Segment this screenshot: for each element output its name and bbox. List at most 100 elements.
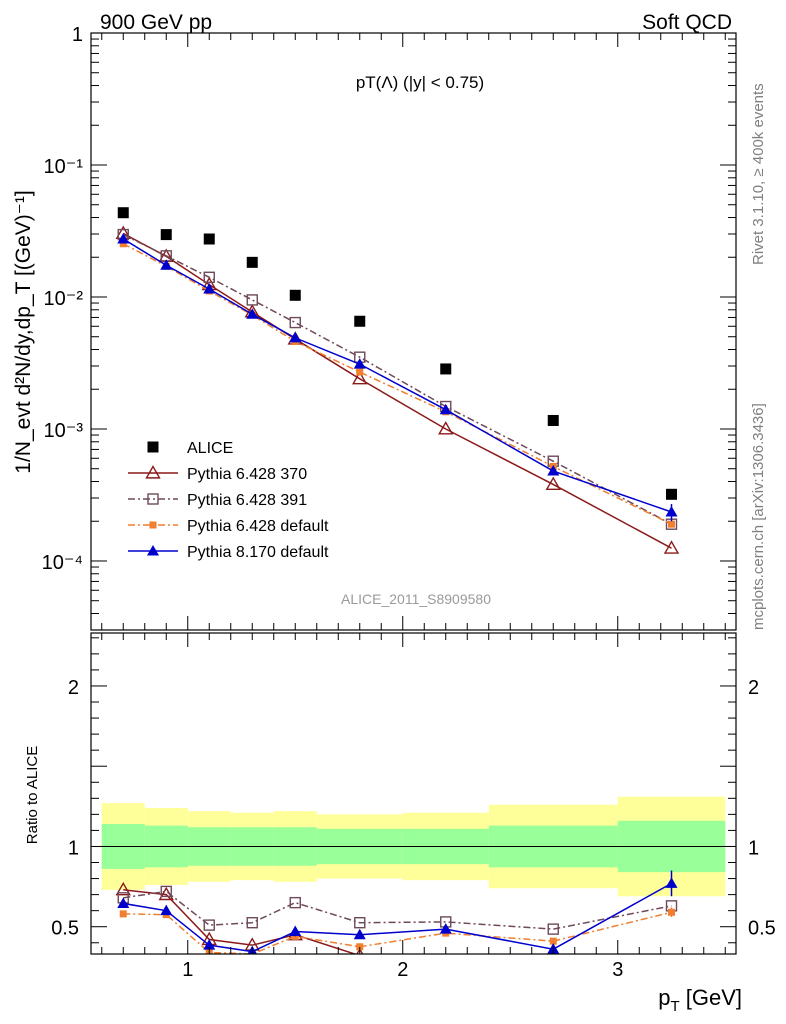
marker-triangle-open <box>438 421 454 435</box>
ratio-series-pythia-8-170-default <box>117 870 678 954</box>
marker-square <box>666 488 677 500</box>
marker-square <box>203 233 215 245</box>
marker-square <box>147 441 159 453</box>
marker-square <box>356 368 364 376</box>
marker-triangle <box>439 403 452 415</box>
legend-item-pythia-6-428-370: Pythia 6.428 370 <box>128 465 307 483</box>
marker-triangle-open <box>663 540 680 554</box>
legend-label: Pythia 8.170 default <box>187 544 329 561</box>
marker-square <box>354 315 366 327</box>
marker-square-open <box>203 271 215 283</box>
series-line <box>122 233 672 525</box>
marker-triangle <box>246 308 259 319</box>
marker-square <box>668 908 675 916</box>
y-tick-label: 10⁻² <box>44 288 84 310</box>
header-left: 900 GeV pp <box>100 11 212 34</box>
x-axis-label-unit: [GeV] <box>680 985 742 1010</box>
main-title: pT(Λ) (|y| < 0.75) <box>356 73 484 92</box>
main-y-axis-label: 1/N_evt d²N/dy,dp_T [(GeV)⁻¹] <box>12 190 35 473</box>
marker-square-open <box>289 896 301 909</box>
marker-triangle <box>160 904 173 916</box>
main-watermark: ALICE_2011_S8909580 <box>341 591 491 607</box>
ratio-series <box>115 870 678 954</box>
marker-square <box>547 414 559 426</box>
y-tick-label: 2 <box>748 677 759 699</box>
marker-triangle <box>547 465 560 476</box>
marker-triangle <box>353 358 366 369</box>
side-label-rivet: Rivet 3.1.10, ≥ 400k events <box>750 83 767 265</box>
ratio-axes: 0.5 0.5 1 1 2 2 1 2 3 <box>51 632 776 981</box>
side-label-mcplots: mcplots.cern.ch [arXiv:1306.3436] <box>750 403 767 630</box>
main-series <box>115 207 680 554</box>
marker-triangle <box>665 877 678 888</box>
y-tick-label: 0.5 <box>51 918 79 940</box>
legend-label: Pythia 6.428 default <box>187 518 329 535</box>
marker-triangle <box>289 925 302 937</box>
x-axis-label-sub: T <box>670 998 679 1015</box>
ratio-panel: 0.5 0.5 1 1 2 2 1 2 3 Ratio to ALICE pT [GeV] <box>24 632 776 1015</box>
marker-square <box>119 910 127 918</box>
marker-triangle <box>117 233 130 244</box>
marker-square-open <box>354 917 366 929</box>
y-tick-label: 1 <box>68 837 79 859</box>
legend-label: ALICE <box>187 440 233 457</box>
marker-triangle <box>439 923 452 934</box>
x-axis-label-part: p <box>658 985 670 1010</box>
plot-frame <box>90 632 737 955</box>
series-alice <box>117 207 677 500</box>
y-tick-label: 10⁻¹ <box>44 156 84 178</box>
marker-square-open <box>547 923 559 935</box>
legend: ALICE Pythia 6.428 370 Pythia 6.428 391 Pyt… <box>128 440 329 561</box>
x-axis-label-text: pT [GeV] <box>658 985 742 1015</box>
x-axis-label: pT [GeV] <box>658 985 742 1015</box>
ratio-series-pythia-6-428-370 <box>115 881 364 954</box>
marker-square <box>668 520 675 528</box>
marker-square-open <box>147 493 159 505</box>
marker-square <box>117 207 129 219</box>
marker-triangle <box>203 939 216 950</box>
legend-label: Pythia 6.428 370 <box>187 466 307 483</box>
plot-frame <box>90 32 737 631</box>
marker-triangle-open <box>115 881 131 896</box>
marker-triangle <box>147 545 159 556</box>
y-tick-label: 2 <box>68 677 79 699</box>
marker-square <box>160 229 172 241</box>
y-tick-label: 10⁻³ <box>44 420 84 442</box>
x-tick-label: 1 <box>182 959 193 981</box>
ratio-bands <box>91 796 736 897</box>
marker-square <box>149 521 157 529</box>
marker-square-open <box>289 316 301 329</box>
marker-triangle <box>160 259 173 270</box>
marker-square <box>119 240 127 248</box>
marker-triangle <box>353 928 366 940</box>
marker-square-open <box>160 885 172 898</box>
main-panel: 10⁻⁴ 10⁻³ 10⁻² 10⁻¹ 1 pT(Λ) (|y| < 0.75) ALI… <box>12 24 737 631</box>
marker-square-open <box>246 917 258 929</box>
x-tick-label: 3 <box>612 959 623 981</box>
series-pythia-8-170-default <box>117 233 678 522</box>
y-tick-label: 1 <box>748 837 759 859</box>
marker-triangle <box>289 331 302 343</box>
marker-square <box>356 943 364 951</box>
legend-label: Pythia 6.428 391 <box>187 492 307 509</box>
marker-triangle-open <box>145 465 161 479</box>
header-right: Soft QCD <box>642 11 732 34</box>
ratio-y-axis-label: Ratio to ALICE <box>24 746 41 844</box>
marker-triangle-open <box>352 370 368 385</box>
marker-triangle-open <box>545 476 561 491</box>
x-tick-label: 2 <box>397 959 408 981</box>
legend-item-pythia-8-170-default: Pythia 8.170 default <box>128 544 329 561</box>
y-axis-label-text: 1/N_evt d²N/dy,dp_T [(GeV)⁻¹] <box>12 190 35 473</box>
marker-square-open <box>203 919 215 931</box>
marker-triangle <box>117 897 130 908</box>
ratio-line <box>123 882 672 953</box>
marker-square-open <box>246 294 258 306</box>
main-axes: 10⁻⁴ 10⁻³ 10⁻² 10⁻¹ 1 <box>42 24 737 631</box>
marker-triangle <box>665 506 678 517</box>
marker-square <box>289 289 301 301</box>
marker-square <box>549 937 557 945</box>
y-tick-label: 0.5 <box>748 918 776 940</box>
marker-square <box>246 256 258 268</box>
y-tick-label: 10⁻⁴ <box>42 552 83 574</box>
